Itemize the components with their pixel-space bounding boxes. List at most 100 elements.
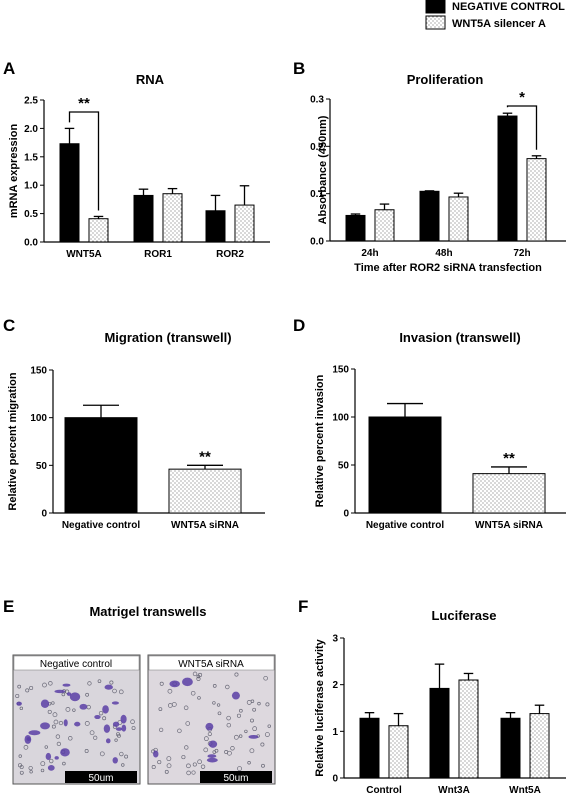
pore <box>62 761 66 766</box>
scale-bar-label: 50um <box>88 773 113 784</box>
pore <box>112 688 117 694</box>
scale-bar-box <box>200 771 272 783</box>
x-tick-label: WNT5A <box>66 249 102 260</box>
pore <box>177 728 182 734</box>
y-axis-label: Relative percent invasion <box>314 374 326 507</box>
pore <box>116 733 121 738</box>
pore <box>230 746 235 751</box>
pore <box>47 709 52 714</box>
stained-cell <box>169 680 180 688</box>
pore <box>191 770 196 775</box>
stained-cell <box>45 752 52 761</box>
bar-wnt5a-sirna <box>472 473 546 514</box>
micrograph-caption-box <box>148 655 275 671</box>
y-tick-label: 1.5 <box>24 152 38 163</box>
pore <box>157 760 162 765</box>
pore <box>68 736 73 741</box>
bar-negative-control <box>368 416 442 514</box>
pore <box>17 684 22 689</box>
bar-negative-control <box>133 194 154 243</box>
micrograph-negative-control: Negative control 50um <box>12 654 141 785</box>
y-tick-label: 1.0 <box>24 181 38 192</box>
pore <box>121 763 125 767</box>
bar-negative-control <box>205 210 226 243</box>
pore <box>93 735 98 740</box>
pore <box>98 710 104 716</box>
pore <box>114 738 118 742</box>
pore <box>265 702 270 707</box>
panel-title-c: Migration (transwell) <box>104 330 231 345</box>
scale-bar-box <box>65 771 137 783</box>
pore <box>184 745 189 750</box>
pore <box>44 745 48 749</box>
pore <box>19 706 24 711</box>
pore <box>264 732 270 737</box>
pore <box>131 726 136 731</box>
pore <box>181 755 186 760</box>
panel-title-e: Matrigel transwells <box>89 604 206 619</box>
stained-cell <box>205 722 214 731</box>
pore <box>56 741 61 747</box>
pore <box>252 726 258 732</box>
pore <box>28 765 33 771</box>
pore <box>51 724 56 729</box>
pore <box>192 671 198 677</box>
pore <box>55 734 61 739</box>
chart-luciferase: 0 1 2 3 Relative luciferase activity Control W… <box>314 634 566 796</box>
pore <box>224 750 229 755</box>
x-tick-label: WNT5A siRNA <box>171 520 239 531</box>
bar-wnt5a-sirna <box>168 468 242 514</box>
pore <box>84 748 89 753</box>
panel-title-b: Proliferation <box>407 72 484 87</box>
y-axis-label: Relative luciferase activity <box>314 638 326 776</box>
pore <box>261 763 265 768</box>
legend-swatch-silencer <box>425 15 446 30</box>
y-tick-label: 100 <box>30 413 47 424</box>
x-tick-label: ROR1 <box>144 249 172 260</box>
y-tick-label: 100 <box>332 413 349 424</box>
legend-label-negative-control: NEGATIVE CONTROL <box>452 1 565 13</box>
micrograph-caption: Negative control <box>40 659 112 670</box>
pore <box>226 715 231 721</box>
legend: NEGATIVE CONTROL WNT5A silencer A <box>425 0 565 30</box>
pore <box>85 692 90 697</box>
stained-cell <box>54 689 66 694</box>
pore <box>186 763 191 769</box>
significance-marker: ** <box>199 448 211 465</box>
y-tick-label: 2 <box>332 680 338 691</box>
pore <box>234 672 239 677</box>
pore <box>226 722 232 728</box>
pore <box>185 721 191 726</box>
pore <box>263 675 268 681</box>
pore <box>252 707 257 712</box>
stained-cell <box>153 750 159 758</box>
pore <box>197 696 201 700</box>
bar-negative-control <box>500 717 521 779</box>
micrograph-caption-box <box>13 655 140 671</box>
stained-cell <box>104 684 113 690</box>
pore <box>197 672 203 678</box>
bar-silencer <box>234 204 255 243</box>
stained-cell <box>102 705 109 714</box>
bar-silencer <box>374 209 395 242</box>
stained-cell <box>40 699 50 708</box>
cell-stain-dots <box>151 671 272 776</box>
pore <box>260 742 265 747</box>
pore <box>15 693 20 698</box>
pore <box>84 721 90 726</box>
stained-cell <box>111 701 119 705</box>
pore <box>159 681 164 686</box>
x-tick-label: ROR2 <box>216 249 244 260</box>
pore <box>151 765 156 770</box>
pore <box>225 684 230 690</box>
bar-negative-control <box>419 190 440 242</box>
bar-negative-control <box>359 717 380 779</box>
y-tick-label: 2.0 <box>24 124 38 135</box>
pore <box>237 766 242 772</box>
panel-title-f: Luciferase <box>431 608 496 623</box>
pore <box>109 680 114 685</box>
pore <box>97 679 102 684</box>
pore <box>203 736 209 742</box>
stained-cell <box>207 754 217 758</box>
